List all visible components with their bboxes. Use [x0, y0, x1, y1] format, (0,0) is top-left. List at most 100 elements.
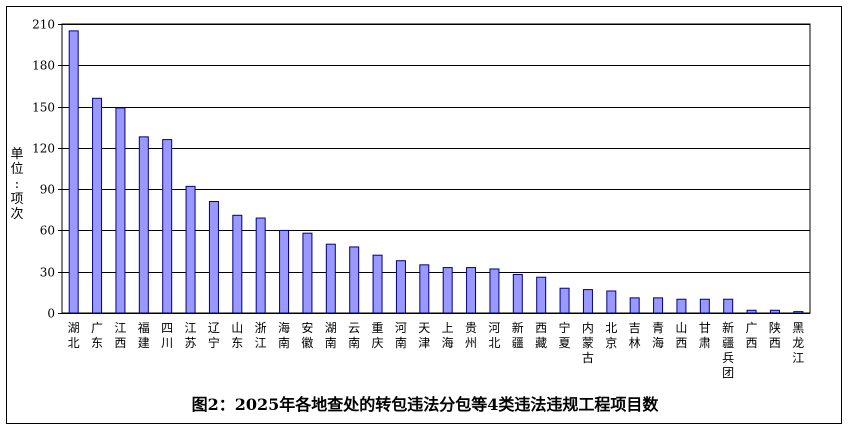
bar — [723, 298, 734, 314]
bar — [302, 232, 313, 314]
bar — [162, 139, 173, 314]
x-tick-label-char: 海 — [442, 335, 454, 350]
bar — [395, 260, 406, 314]
bar — [489, 268, 500, 314]
bar — [512, 273, 523, 314]
x-tick-label: 湖北 — [68, 320, 80, 350]
x-tick-label-char: 江 — [185, 321, 197, 335]
x-tick-label-char: 东 — [91, 336, 103, 350]
x-tick-label: 湖南 — [325, 320, 337, 350]
x-tick-label: 四川 — [161, 321, 173, 350]
x-tick-label: 辽宁 — [208, 321, 220, 350]
y-tick-label: 0 — [47, 307, 55, 321]
x-tick-label-char: 州 — [465, 336, 477, 350]
x-tick-label-char: 新 — [722, 320, 734, 335]
x-tick-label: 上海 — [442, 321, 454, 350]
x-tick-label: 甘肃 — [699, 321, 711, 350]
bar — [582, 289, 593, 314]
x-tick-label-char: 京 — [605, 336, 617, 350]
y-tick-label: 150 — [32, 101, 55, 115]
x-tick-label-char: 福 — [138, 320, 150, 335]
bar — [466, 267, 477, 314]
y-tick-label: 30 — [40, 266, 55, 280]
x-tick-label: 重庆 — [372, 321, 384, 350]
x-tick-label-char: 宁 — [559, 320, 571, 335]
x-tick-label-char: 山 — [675, 321, 687, 335]
x-tick-label: 云南 — [348, 321, 360, 350]
y-axis-label-text: 单位:项次 — [6, 147, 28, 222]
x-tick-label-char: 安 — [301, 320, 313, 335]
x-tick-label: 江苏 — [185, 321, 197, 350]
x-tick-label: 吉林 — [629, 321, 641, 350]
y-axis-label: 单位:项次 — [6, 147, 28, 222]
x-tick-label-char: 西 — [535, 321, 547, 335]
x-tick-label: 青海 — [652, 321, 664, 350]
x-tick-label-char: 贵 — [465, 321, 477, 335]
bar — [138, 136, 149, 314]
x-tick-label: 海南 — [278, 320, 290, 350]
x-tick-label-char: 北 — [68, 336, 80, 350]
y-axis-label-char: 位 — [10, 162, 24, 177]
bar — [279, 229, 290, 314]
bar — [606, 290, 617, 314]
x-tick-label-char: 西 — [675, 336, 687, 350]
x-tick-label-char: 江 — [114, 321, 126, 335]
x-tick-label-char: 天 — [418, 321, 430, 335]
x-tick-label-char: 江 — [255, 336, 267, 350]
x-tick-label-char: 龙 — [792, 336, 804, 350]
x-tick-label-char: 海 — [278, 320, 290, 335]
x-tick-label-char: 河 — [395, 321, 407, 335]
x-tick-label-char: 津 — [418, 336, 430, 350]
x-tick-label-char: 南 — [348, 335, 360, 350]
bar — [746, 309, 757, 314]
x-tick-label-char: 新 — [512, 320, 524, 335]
x-tick-label-char: 夏 — [559, 336, 571, 350]
x-tick-label-char: 疆 — [512, 336, 524, 350]
x-tick-label-char: 北 — [488, 336, 500, 350]
x-tick-label: 新疆兵团 — [722, 320, 734, 380]
bar — [115, 107, 126, 314]
x-tick-label-char: 苏 — [185, 336, 197, 350]
x-tick-label-char: 青 — [652, 321, 664, 335]
x-tick-label-char: 湖 — [68, 320, 80, 335]
x-tick-label-char: 南 — [395, 335, 407, 350]
x-tick-label-char: 辽 — [208, 321, 220, 335]
bar — [793, 311, 804, 314]
x-tick-label-char: 徽 — [301, 335, 313, 350]
chart-title: 图2：2025年各地查处的转包违法分包等4类违法违规工程项目数 — [191, 395, 659, 414]
x-tick-label-char: 藏 — [535, 336, 547, 350]
x-tick-label-char: 内 — [582, 321, 594, 335]
x-tick-label-char: 浙 — [255, 321, 267, 335]
x-tick-label-char: 庆 — [372, 336, 384, 350]
x-tick-label-char: 古 — [582, 350, 594, 365]
x-tick-label-char: 西 — [114, 336, 126, 350]
bar — [442, 267, 453, 314]
x-tick-label-char: 四 — [161, 321, 173, 335]
x-tick-label-char: 建 — [138, 336, 150, 350]
x-tick-label: 福建 — [138, 320, 150, 350]
x-tick-label-char: 肃 — [699, 336, 711, 350]
x-tick-label: 浙江 — [255, 321, 267, 350]
x-tick-label: 天津 — [418, 321, 430, 350]
x-tick-label-char: 东 — [231, 336, 243, 350]
x-tick-label: 河北 — [488, 321, 500, 350]
bar — [419, 264, 430, 314]
x-tick-label-char: 海 — [652, 335, 664, 350]
x-tick-label: 广西 — [746, 321, 758, 350]
y-axis-label-char: 单 — [10, 147, 24, 162]
bar — [92, 97, 103, 314]
x-tick-label-char: 北 — [605, 321, 617, 335]
y-tick-label: 120 — [32, 142, 55, 156]
x-tick-label: 陕西 — [769, 320, 781, 350]
y-tick-label: 210 — [32, 18, 55, 32]
x-tick-label: 贵州 — [465, 321, 477, 350]
bar — [349, 246, 360, 314]
plot-area — [61, 23, 811, 314]
y-tick-label: 60 — [40, 224, 55, 238]
bar — [699, 298, 710, 314]
x-tick-label-char: 南 — [325, 335, 337, 350]
bar — [769, 309, 780, 314]
x-tick-label-char: 川 — [161, 336, 173, 350]
bar — [232, 214, 243, 314]
